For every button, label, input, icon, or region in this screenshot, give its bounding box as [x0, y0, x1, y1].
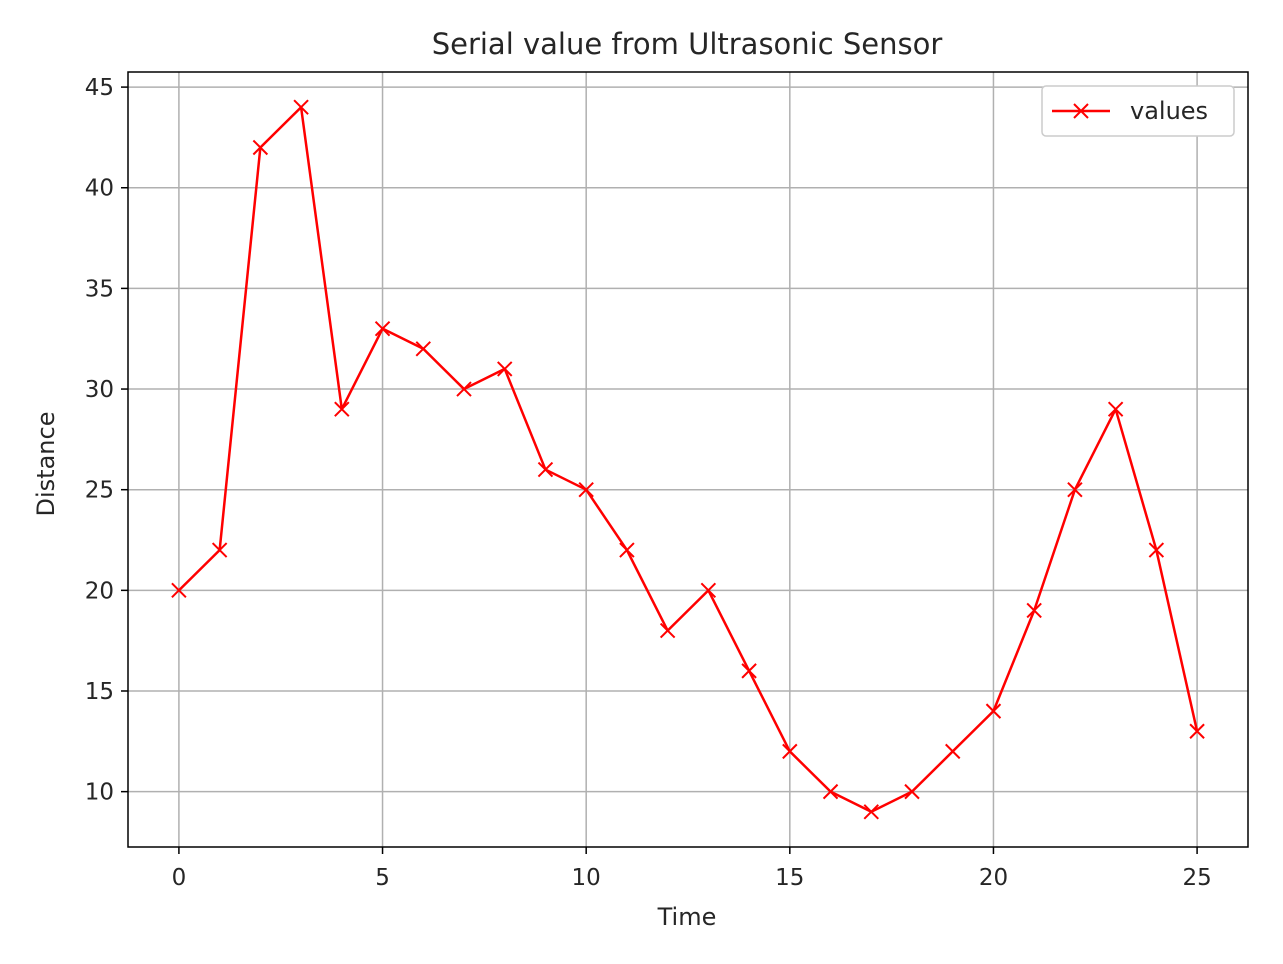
data-point: [1148, 542, 1165, 558]
data-point: [415, 341, 431, 357]
data-point: [741, 663, 757, 679]
data-point: [537, 461, 554, 478]
data-point: [985, 703, 1002, 719]
data-point: [578, 481, 594, 498]
legend: values: [1041, 85, 1235, 137]
data-point: [1026, 602, 1042, 619]
data-point: [293, 99, 309, 115]
data-point: [374, 320, 391, 337]
plot-frame: [127, 71, 1249, 848]
x-tick-label: 25: [1182, 865, 1211, 891]
y-tick-label: 20: [85, 578, 114, 604]
x-tick-label: 10: [572, 865, 601, 891]
data-point: [700, 582, 717, 599]
y-tick-label: 40: [85, 176, 114, 202]
y-axis-ticks: 10 15 20 25 30 35 40 45: [85, 75, 128, 806]
data-point: [945, 743, 961, 760]
data-point: [822, 783, 839, 800]
data-point: [863, 804, 879, 820]
data-point: [904, 783, 920, 800]
data-point: [782, 743, 798, 760]
chart-title: Serial value from Ultrasonic Sensor: [432, 27, 943, 61]
data-point: [252, 139, 269, 156]
x-tick-label: 5: [375, 865, 390, 891]
data-point: [659, 622, 676, 639]
y-tick-label: 35: [85, 276, 114, 302]
data-point: [497, 361, 513, 377]
y-tick-label: 45: [85, 75, 114, 101]
x-tick-label: 15: [775, 865, 804, 891]
data-point: [211, 542, 228, 558]
legend-box: [1041, 85, 1235, 137]
y-tick-label: 30: [85, 377, 114, 403]
data-point: [619, 542, 635, 558]
legend-marker-values: [1073, 103, 1089, 119]
legend-label-values: values: [1130, 97, 1208, 125]
y-tick-label: 10: [85, 780, 114, 806]
x-tick-label: 0: [172, 865, 187, 891]
data-point: [1189, 723, 1205, 739]
data-point: [456, 381, 472, 397]
data-point: [334, 401, 350, 417]
y-tick-label: 25: [85, 478, 114, 504]
y-tick-label: 15: [85, 679, 114, 705]
y-axis-title: Distance: [32, 412, 60, 517]
series-layer: [171, 99, 1205, 820]
data-point: [171, 582, 187, 599]
x-axis-title: Time: [657, 903, 717, 931]
data-point: [1067, 481, 1083, 498]
x-tick-label: 20: [979, 865, 1008, 891]
data-point: [1107, 401, 1124, 417]
x-axis-ticks: 0 5 10 15 20 25: [172, 847, 1212, 891]
series-line-values: [178, 105, 1199, 814]
